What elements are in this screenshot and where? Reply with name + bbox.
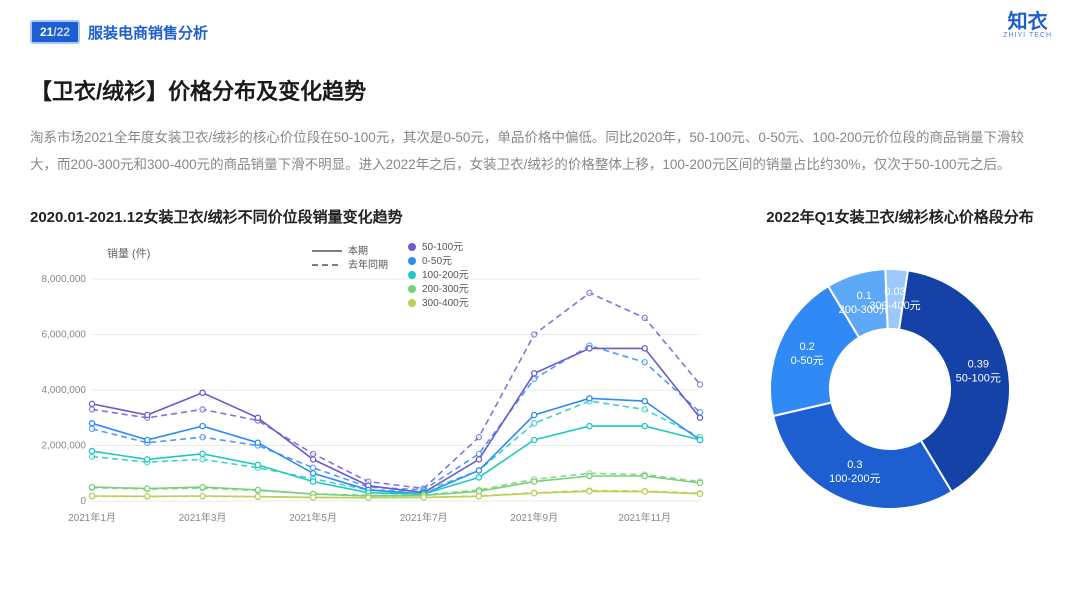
svg-text:2021年9月: 2021年9月 (510, 511, 558, 524)
svg-text:0: 0 (80, 496, 86, 507)
svg-text:50-100元: 50-100元 (422, 242, 463, 253)
svg-text:0.39: 0.39 (968, 359, 989, 371)
svg-text:2021年1月: 2021年1月 (68, 511, 116, 524)
svg-text:300-400元: 300-400元 (869, 300, 920, 312)
svg-text:100-200元: 100-200元 (829, 473, 880, 485)
donut-chart-panel: 2022年Q1女装卫衣/绒衫核心价格段分布 0.39 50-100元 0.3 100-… (730, 206, 1070, 529)
svg-text:2021年3月: 2021年3月 (179, 511, 227, 524)
page-number-badge: 21/22 (30, 20, 80, 44)
svg-text:2021年5月: 2021年5月 (289, 511, 337, 524)
svg-text:50-100元: 50-100元 (956, 373, 1001, 385)
svg-text:0-50元: 0-50元 (422, 256, 452, 267)
report-page: 知衣 ZHIYI TECH 21/22 服装电商销售分析 【卫衣/绒衫】价格分布… (0, 0, 1080, 549)
svg-text:8,000,000: 8,000,000 (42, 274, 87, 285)
brand-logo: 知衣 ZHIYI TECH (1003, 12, 1052, 39)
svg-text:2,000,000: 2,000,000 (42, 441, 87, 452)
line-chart-title: 2020.01-2021.12女装卫衣/绒衫不同价位段销量变化趋势 (30, 206, 710, 227)
svg-text:6,000,000: 6,000,000 (42, 330, 87, 341)
svg-text:2021年7月: 2021年7月 (400, 511, 448, 524)
svg-text:200-300元: 200-300元 (422, 284, 469, 295)
header-row: 21/22 服装电商销售分析 (30, 20, 1050, 44)
svg-text:100-200元: 100-200元 (422, 270, 469, 281)
description-text: 淘系市场2021全年度女装卫衣/绒衫的核心价位段在50-100元，其次是0-50… (30, 124, 1050, 178)
svg-text:去年同期: 去年同期 (348, 258, 388, 271)
donut-chart-svg: 0.3950-100元0.3100-200元0.20-50元0.1200-300… (730, 239, 1050, 529)
charts-row: 2020.01-2021.12女装卫衣/绒衫不同价位段销量变化趋势 销量 (件)… (30, 206, 1050, 529)
svg-text:销量 (件): 销量 (件) (107, 246, 150, 260)
svg-text:0.3: 0.3 (847, 459, 862, 471)
svg-text:2021年11月: 2021年11月 (618, 511, 671, 524)
page-title: 【卫衣/绒衫】价格分布及变化趋势 (30, 74, 1050, 106)
svg-text:4,000,000: 4,000,000 (42, 385, 87, 396)
donut-chart-title: 2022年Q1女装卫衣/绒衫核心价格段分布 (730, 206, 1070, 227)
line-chart-panel: 2020.01-2021.12女装卫衣/绒衫不同价位段销量变化趋势 销量 (件)… (30, 206, 710, 529)
line-chart-svg: 销量 (件) 0 2,000,000 4,000,000 6,000,000 8,000,… (30, 239, 710, 529)
category-label: 服装电商销售分析 (88, 22, 208, 43)
svg-text:0.03: 0.03 (884, 286, 905, 298)
svg-text:本期: 本期 (348, 244, 368, 257)
svg-text:0-50元: 0-50元 (791, 355, 824, 367)
svg-text:300-400元: 300-400元 (422, 298, 469, 309)
svg-text:0.2: 0.2 (800, 341, 815, 353)
